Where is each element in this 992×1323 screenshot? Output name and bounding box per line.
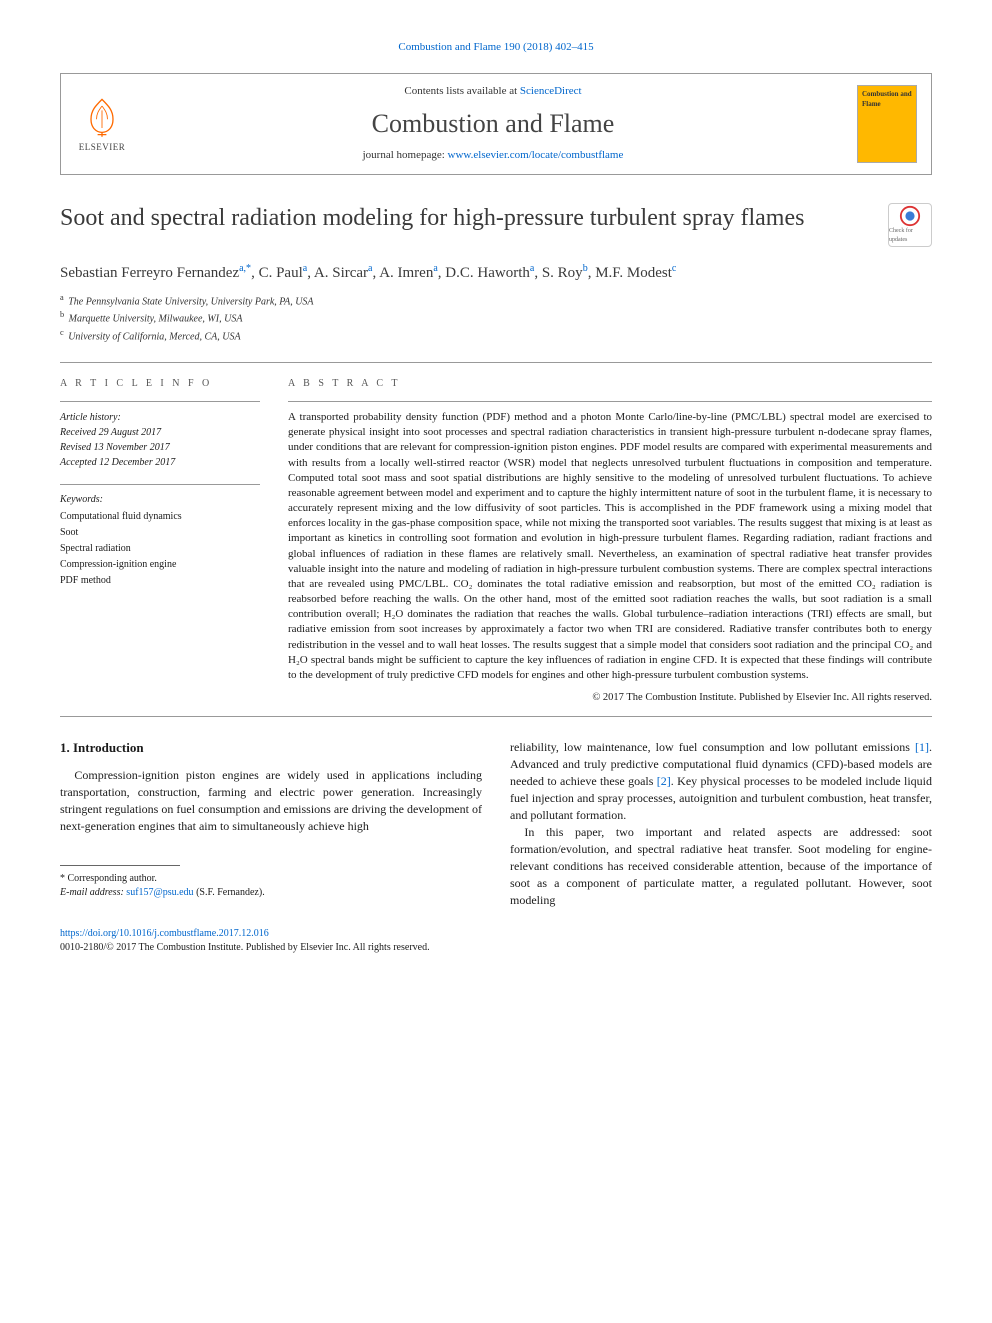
- author: C. Paula: [259, 265, 308, 281]
- journal-cover-thumbnail: Combustion and Flame: [857, 85, 917, 163]
- author-affil-sup: a: [530, 263, 534, 274]
- tree-icon: [80, 95, 124, 139]
- affiliation: c University of California, Merced, CA, …: [60, 327, 932, 344]
- body-column-right: reliability, low maintenance, low fuel c…: [510, 739, 932, 909]
- doi-footer: https://doi.org/10.1016/j.combustflame.2…: [60, 927, 932, 955]
- keyword: Spectral radiation: [60, 541, 260, 557]
- author-email-link[interactable]: suf157@psu.edu: [126, 887, 193, 898]
- homepage-pre: journal homepage:: [363, 149, 448, 161]
- history-revised: Revised 13 November 2017: [60, 440, 260, 455]
- article-info-heading: A R T I C L E I N F O: [60, 377, 260, 391]
- separator-rule: [60, 362, 932, 363]
- author: D.C. Hawortha: [445, 265, 534, 281]
- author-list: Sebastian Ferreyro Fernandeza,*, C. Paul…: [60, 261, 932, 285]
- email-label: E-mail address:: [60, 887, 126, 898]
- corr-author-marker: * Corresponding author.: [60, 872, 482, 886]
- intro-paragraph-2: In this paper, two important and related…: [510, 824, 932, 909]
- email-attrib: (S.F. Fernandez).: [194, 887, 265, 898]
- ref-link-2[interactable]: [2]: [657, 774, 671, 788]
- journal-name: Combustion and Flame: [141, 106, 845, 142]
- footnote-separator: [60, 865, 180, 866]
- author: Sebastian Ferreyro Fernandeza,*: [60, 265, 251, 281]
- history-received: Received 29 August 2017: [60, 425, 260, 440]
- keyword: PDF method: [60, 573, 260, 589]
- publisher-name: ELSEVIER: [79, 141, 126, 154]
- history-accepted: Accepted 12 December 2017: [60, 455, 260, 470]
- intro-paragraph-1a: Compression-ignition piston engines are …: [60, 767, 482, 835]
- corresponding-author-note: * Corresponding author. E-mail address: …: [60, 872, 482, 900]
- doi-link[interactable]: https://doi.org/10.1016/j.combustflame.2…: [60, 928, 269, 939]
- keywords-rule: [60, 484, 260, 485]
- affiliation: b Marquette University, Milwaukee, WI, U…: [60, 309, 932, 326]
- affiliation: a The Pennsylvania State University, Uni…: [60, 292, 932, 309]
- crossmark-badge[interactable]: Check for updates: [888, 203, 932, 247]
- ref-link-1[interactable]: [1]: [915, 740, 929, 754]
- issn-copyright: 0010-2180/© 2017 The Combustion Institut…: [60, 942, 430, 953]
- contents-line: Contents lists available at ScienceDirec…: [141, 84, 845, 99]
- keywords-label: Keywords:: [60, 493, 260, 507]
- author-affil-sup: a: [433, 263, 437, 274]
- section-heading-intro: 1. Introduction: [60, 739, 482, 757]
- crossmark-icon: [899, 205, 921, 227]
- author-affil-sup: a,*: [239, 263, 251, 274]
- author-affil-sup: a: [303, 263, 307, 274]
- homepage-line: journal homepage: www.elsevier.com/locat…: [141, 148, 845, 163]
- copyright-line: © 2017 The Combustion Institute. Publish…: [288, 691, 932, 706]
- article-title: Soot and spectral radiation modeling for…: [60, 203, 876, 233]
- sciencedirect-link[interactable]: ScienceDirect: [520, 85, 582, 97]
- citation-header: Combustion and Flame 190 (2018) 402–415: [60, 40, 932, 55]
- author-affil-sup: c: [672, 263, 676, 274]
- author: M.F. Modestc: [595, 265, 676, 281]
- email-line: E-mail address: suf157@psu.edu (S.F. Fer…: [60, 886, 482, 900]
- intro-paragraph-1b: reliability, low maintenance, low fuel c…: [510, 739, 932, 824]
- keyword: Soot: [60, 525, 260, 541]
- article-history: Article history: Received 29 August 2017…: [60, 410, 260, 470]
- crossmark-label: Check for updates: [889, 227, 931, 244]
- author: A. Imrena: [379, 265, 438, 281]
- info-rule: [60, 401, 260, 402]
- keyword: Computational fluid dynamics: [60, 509, 260, 525]
- intro-1b-pre: reliability, low maintenance, low fuel c…: [510, 740, 915, 754]
- keyword: Compression-ignition engine: [60, 557, 260, 573]
- author-affil-sup: a: [368, 263, 372, 274]
- journal-header-box: ELSEVIER Contents lists available at Sci…: [60, 73, 932, 174]
- contents-line-pre: Contents lists available at: [404, 85, 519, 97]
- author: S. Royb: [542, 265, 588, 281]
- abstract-heading: A B S T R A C T: [288, 377, 932, 391]
- elsevier-logo: ELSEVIER: [75, 94, 129, 154]
- body-column-left: 1. Introduction Compression-ignition pis…: [60, 739, 482, 909]
- homepage-link[interactable]: www.elsevier.com/locate/combustflame: [448, 149, 624, 161]
- author: A. Sircara: [314, 265, 373, 281]
- history-label: Article history:: [60, 410, 260, 425]
- affiliations: a The Pennsylvania State University, Uni…: [60, 292, 932, 344]
- abstract-text: A transported probability density functi…: [288, 410, 932, 683]
- abstract-rule: [288, 401, 932, 402]
- author-affil-sup: b: [583, 263, 588, 274]
- keywords-list: Computational fluid dynamicsSootSpectral…: [60, 509, 260, 589]
- separator-rule-2: [60, 716, 932, 717]
- cover-title: Combustion and Flame: [862, 90, 912, 110]
